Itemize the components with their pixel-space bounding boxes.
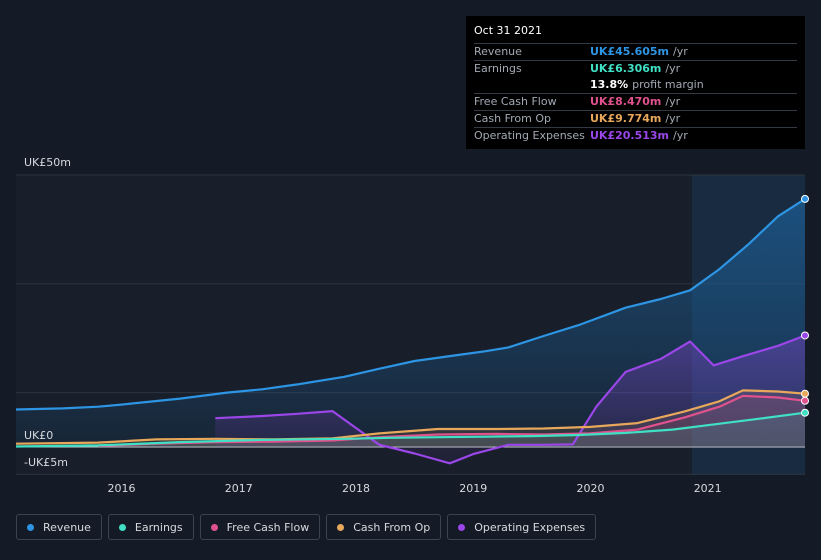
- legend-label: Cash From Op: [353, 520, 431, 534]
- tooltip-value: UK£20.513m: [590, 129, 670, 142]
- marker-cash-from-op[interactable]: [801, 389, 809, 398]
- legend-label: Operating Expenses: [474, 520, 586, 534]
- series-end-markers: [801, 194, 809, 417]
- legend-label: Free Cash Flow: [226, 520, 310, 534]
- legend-dot-icon: [27, 523, 34, 531]
- y-axis-labels: UK£50m UK£0 -UK£5m: [24, 156, 71, 469]
- x-tick-label: 2018: [342, 482, 370, 495]
- legend-item-revenue[interactable]: Revenue: [16, 514, 102, 540]
- y-tick-label: UK£0: [24, 429, 53, 442]
- legend-item-operating-expenses[interactable]: Operating Expenses: [447, 514, 597, 540]
- tooltip-row: Cash From Op UK£9.774m/yr: [474, 110, 797, 127]
- tooltip-label: Earnings: [474, 62, 522, 75]
- tooltip-label: Operating Expenses: [474, 129, 585, 142]
- legend-item-earnings[interactable]: Earnings: [107, 514, 194, 540]
- tooltip-row: Operating Expenses UK£20.513m/yr: [474, 127, 797, 144]
- y-tick-label: UK£50m: [24, 156, 71, 169]
- legend-dot-icon: [458, 523, 466, 531]
- tooltip-label: Revenue: [474, 45, 522, 58]
- tooltip-unit: /yr: [673, 129, 688, 142]
- tooltip-value: UK£9.774m: [590, 112, 662, 125]
- tooltip-unit: /yr: [665, 95, 681, 108]
- tooltip-unit: profit margin: [632, 78, 704, 91]
- tooltip-unit: /yr: [665, 62, 681, 75]
- legend-label: Revenue: [43, 520, 91, 534]
- area-revenue: [16, 198, 805, 447]
- tooltip-value: 13.8%: [590, 78, 629, 91]
- series-lines: [15, 197, 806, 465]
- tooltip-unit: /yr: [673, 45, 688, 58]
- y-tick-label: -UK£5m: [24, 456, 68, 469]
- x-tick-label: 2020: [576, 482, 604, 495]
- tooltip-row: Free Cash Flow UK£8.470m/yr: [474, 93, 797, 110]
- legend-dot-icon: [118, 523, 126, 531]
- area-earnings: [16, 412, 805, 447]
- legend-item-cash-from-op[interactable]: Cash From Op: [326, 514, 442, 540]
- tooltip-unit: /yr: [665, 112, 681, 125]
- tooltip-value: UK£6.306m: [590, 62, 662, 75]
- tooltip-label: Free Cash Flow: [474, 95, 557, 108]
- legend: Revenue Earnings Free Cash Flow Cash From O…: [16, 514, 597, 542]
- tooltip-row: Earnings UK£6.306m/yr: [474, 60, 797, 77]
- x-tick-label: 2017: [225, 482, 253, 495]
- marker-revenue[interactable]: [801, 194, 809, 203]
- tooltip-rows: Revenue UK£45.605m/yr Earnings UK£6.306m/yr…: [474, 43, 797, 144]
- tooltip-panel: Oct 31 2021 Revenue UK£45.605m/yr Earnings…: [466, 16, 805, 149]
- legend-item-free-cash-flow[interactable]: Free Cash Flow: [199, 514, 321, 540]
- tooltip-value: UK£8.470m: [590, 95, 662, 108]
- tooltip-row: 13.8% profit margin: [474, 77, 797, 93]
- tooltip-row: Revenue UK£45.605m/yr: [474, 43, 797, 60]
- marker-free-cash-flow[interactable]: [801, 396, 809, 405]
- line-cash-from-op: [15, 389, 806, 445]
- legend-dot-icon: [210, 523, 218, 531]
- line-operating-expenses: [215, 334, 806, 465]
- x-axis-labels: 2016 2017 2018 2019 2020 2021: [108, 482, 722, 495]
- line-earnings: [15, 411, 806, 448]
- tooltip-label: Cash From Op: [474, 112, 552, 125]
- tooltip-value: UK£45.605m: [590, 45, 670, 58]
- line-revenue: [15, 197, 806, 411]
- marker-operating-expenses[interactable]: [801, 331, 809, 340]
- marker-earnings[interactable]: [801, 408, 809, 417]
- area-free-cash-flow: [98, 395, 806, 447]
- line-free-cash-flow: [98, 394, 806, 447]
- legend-label: Earnings: [134, 520, 183, 534]
- legend-dot-icon: [337, 523, 345, 531]
- tooltip-date: Oct 31 2021: [474, 24, 543, 37]
- x-tick-label: 2021: [694, 482, 722, 495]
- x-tick-label: 2019: [459, 482, 487, 495]
- x-tick-label: 2016: [108, 482, 136, 495]
